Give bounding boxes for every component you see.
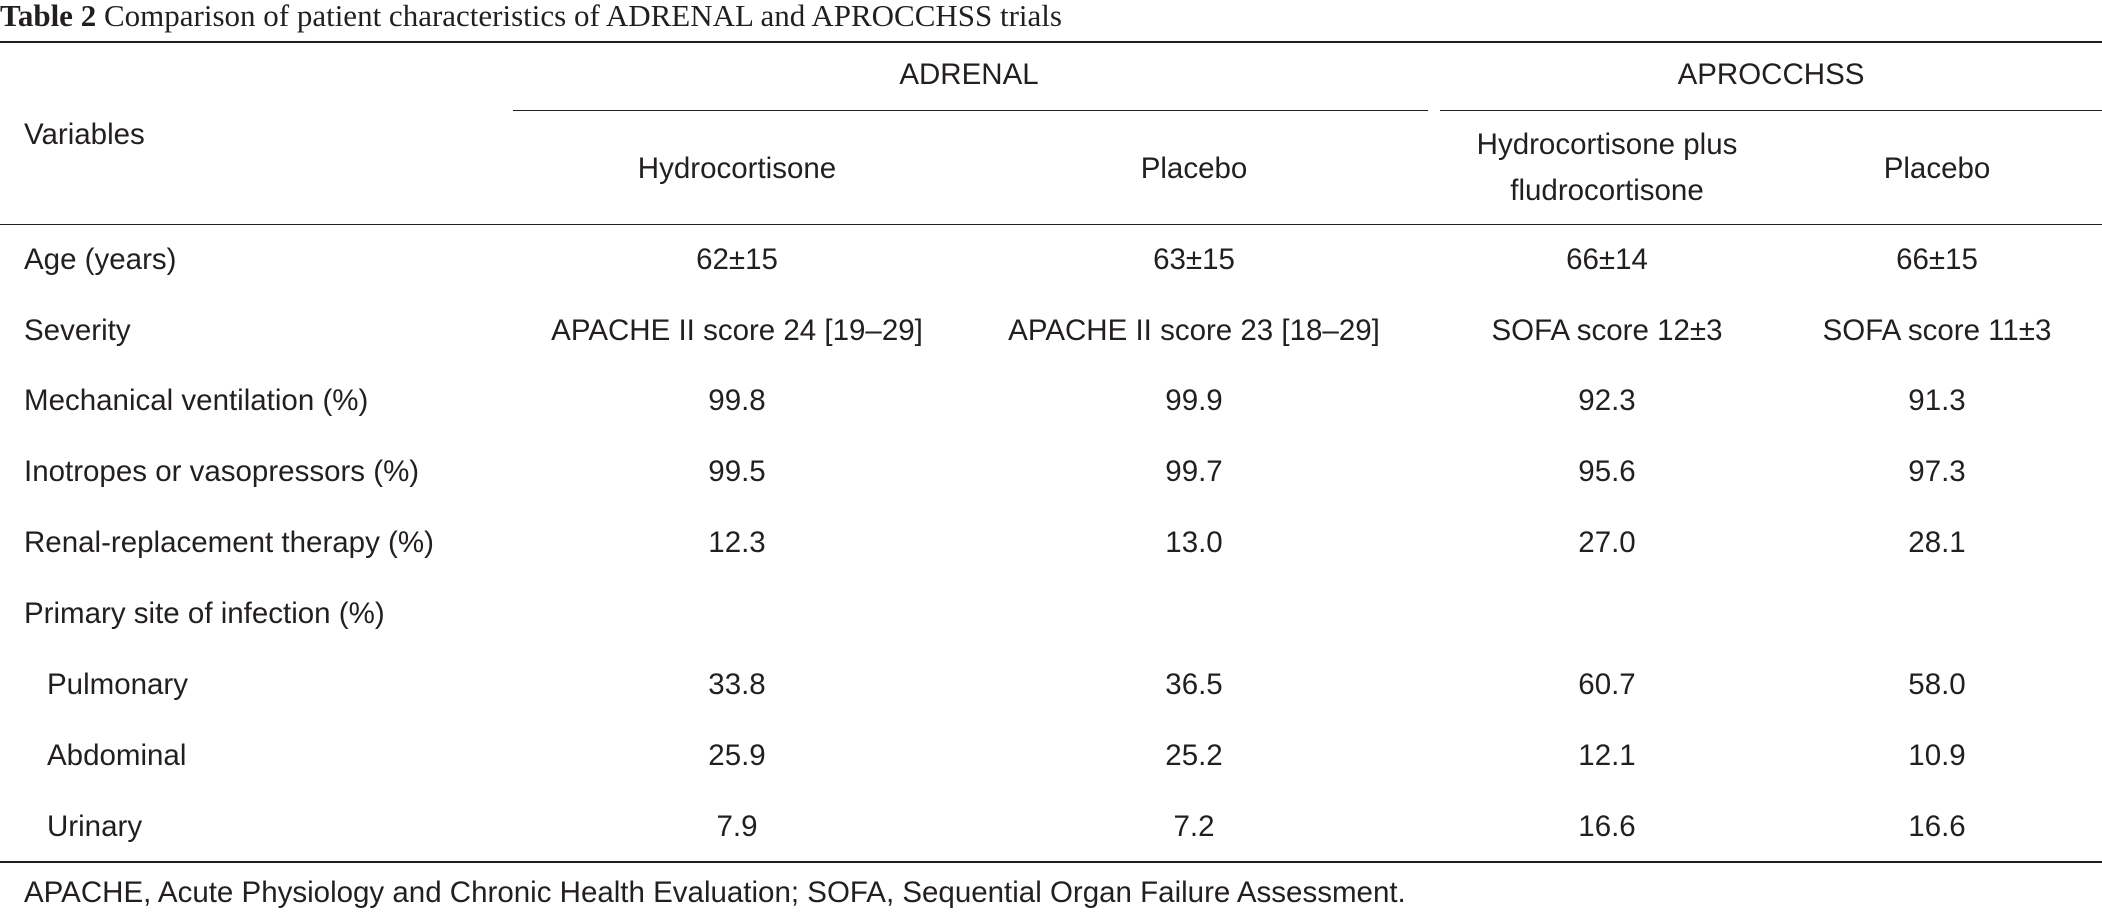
cell-urinary-placebo-aprocchss: 16.6 xyxy=(1908,810,1966,843)
cell-abdominal-placebo-aprocchss: 10.9 xyxy=(1908,739,1966,772)
table-caption-text: Comparison of patient characteristics of… xyxy=(103,0,1062,33)
header-variables: Variables xyxy=(24,118,145,151)
header-col-placebo-adrenal: Placebo xyxy=(1140,152,1248,185)
cell-inotropes-placebo-adrenal: 99.7 xyxy=(1165,455,1223,488)
cell-age-placebo-aprocchss: 66±15 xyxy=(1896,243,1978,276)
cell-abdominal-placebo-adrenal: 25.2 xyxy=(1165,739,1223,772)
header-col-hydrocortisone: Hydrocortisone xyxy=(637,152,837,185)
cell-renal-hydro-fludro: 27.0 xyxy=(1578,526,1636,559)
cell-ventilation-hydrocortisone: 99.8 xyxy=(708,384,766,417)
row-label-pulmonary: Pulmonary xyxy=(47,668,189,701)
group-rule-adrenal xyxy=(513,110,1428,111)
cell-inotropes-hydrocortisone: 99.5 xyxy=(708,455,766,488)
cell-severity-placebo-adrenal: APACHE II score 23 [18–29] xyxy=(1008,314,1380,347)
cell-ventilation-placebo-adrenal: 99.9 xyxy=(1165,384,1223,417)
header-col-placebo-aprocchss: Placebo xyxy=(1883,152,1991,185)
cell-ventilation-hydro-fludro: 92.3 xyxy=(1578,384,1636,417)
header-bottom-rule xyxy=(0,224,2102,225)
cell-pulmonary-placebo-aprocchss: 58.0 xyxy=(1908,668,1966,701)
cell-urinary-placebo-adrenal: 7.2 xyxy=(1173,810,1215,843)
table-bottom-rule xyxy=(0,861,2102,863)
cell-urinary-hydro-fludro: 16.6 xyxy=(1578,810,1636,843)
cell-renal-placebo-adrenal: 13.0 xyxy=(1165,526,1223,559)
cell-renal-hydrocortisone: 12.3 xyxy=(708,526,766,559)
row-label-abdominal: Abdominal xyxy=(47,739,187,772)
cell-inotropes-hydro-fludro: 95.6 xyxy=(1578,455,1636,488)
cell-pulmonary-hydro-fludro: 60.7 xyxy=(1578,668,1636,701)
cell-renal-placebo-aprocchss: 28.1 xyxy=(1908,526,1966,559)
cell-urinary-hydrocortisone: 7.9 xyxy=(716,810,758,843)
table-footnote: APACHE, Acute Physiology and Chronic Hea… xyxy=(24,876,1406,909)
header-col-hydro-fludro-line1: Hydrocortisone plus xyxy=(1476,128,1738,161)
cell-age-placebo-adrenal: 63±15 xyxy=(1153,243,1235,276)
row-label-mechanical-ventilation: Mechanical ventilation (%) xyxy=(24,384,369,417)
cell-age-hydro-fludro: 66±14 xyxy=(1566,243,1648,276)
cell-age-hydrocortisone: 62±15 xyxy=(696,243,778,276)
cell-severity-hydro-fludro: SOFA score 12±3 xyxy=(1491,314,1723,347)
row-label-urinary: Urinary xyxy=(47,810,143,843)
group-rule-aprocchss xyxy=(1440,110,2102,111)
table-caption: Table 2 Comparison of patient characteri… xyxy=(0,0,1062,40)
header-group-adrenal: ADRENAL xyxy=(899,58,1039,91)
cell-pulmonary-hydrocortisone: 33.8 xyxy=(708,668,766,701)
header-col-hydro-fludro: Hydrocortisone plus fludrocortisone xyxy=(1477,122,1738,214)
row-label-severity: Severity xyxy=(24,314,131,347)
cell-severity-placebo-aprocchss: SOFA score 11±3 xyxy=(1822,314,2052,347)
cell-abdominal-hydro-fludro: 12.1 xyxy=(1578,739,1636,772)
cell-inotropes-placebo-aprocchss: 97.3 xyxy=(1908,455,1966,488)
cell-pulmonary-placebo-adrenal: 36.5 xyxy=(1165,668,1223,701)
cell-ventilation-placebo-aprocchss: 91.3 xyxy=(1908,384,1966,417)
table-top-rule xyxy=(0,41,2102,43)
table-caption-label: Table 2 xyxy=(0,0,97,33)
row-label-primary-site: Primary site of infection (%) xyxy=(24,597,385,630)
cell-severity-hydrocortisone: APACHE II score 24 [19–29] xyxy=(551,314,923,347)
row-label-renal-replacement: Renal-replacement therapy (%) xyxy=(24,526,434,559)
cell-abdominal-hydrocortisone: 25.9 xyxy=(708,739,766,772)
row-label-age: Age (years) xyxy=(24,243,177,276)
row-label-inotropes: Inotropes or vasopressors (%) xyxy=(24,455,420,488)
header-col-hydro-fludro-line2: fludrocortisone xyxy=(1510,174,1704,207)
header-group-aprocchss: APROCCHSS xyxy=(1677,58,1865,91)
